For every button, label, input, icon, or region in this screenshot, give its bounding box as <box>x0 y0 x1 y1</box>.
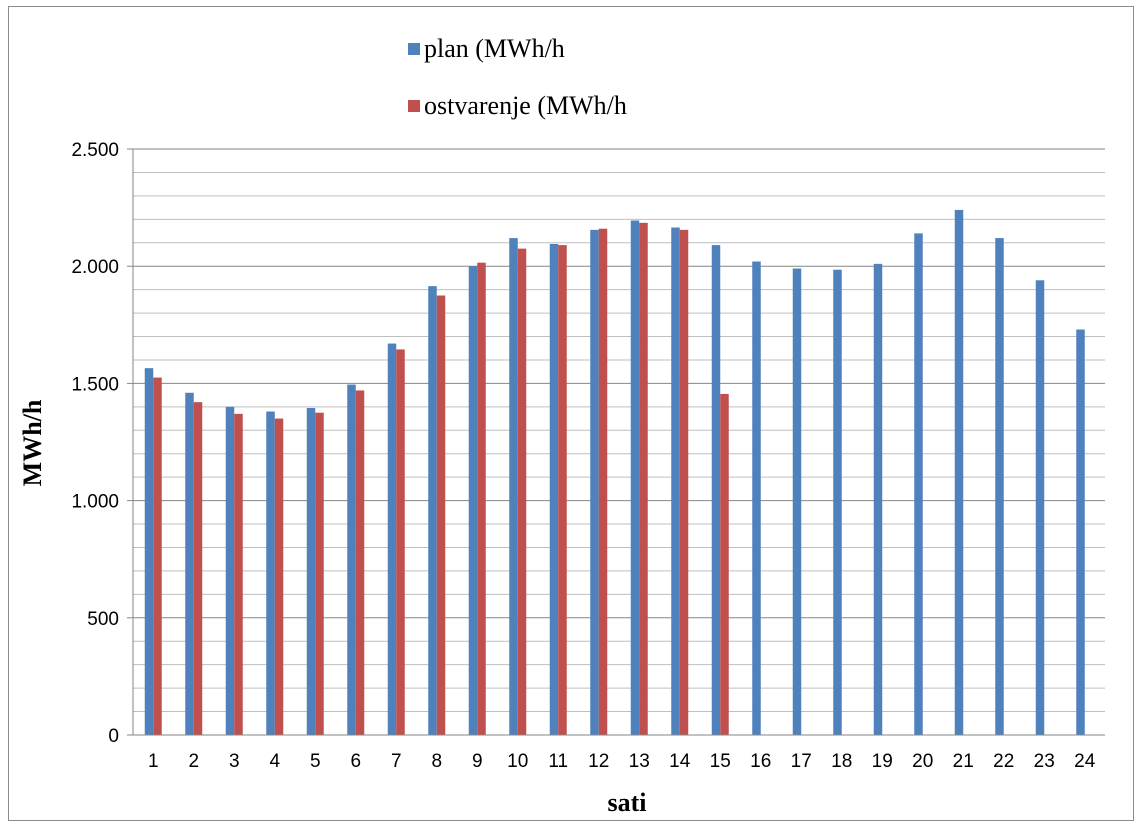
bar-plan-2 <box>185 392 194 735</box>
x-axis-title: sati <box>608 788 647 817</box>
legend-item-plan: plan (MWh/h <box>408 34 565 63</box>
x-tick-label: 3 <box>229 751 240 772</box>
bar-ostvarenje-10 <box>517 248 527 735</box>
bar-ostvarenje-15 <box>720 393 729 735</box>
bar-plan-16 <box>752 261 761 735</box>
bar-ostvarenje-6 <box>355 390 365 735</box>
bar-plan-20 <box>914 233 923 735</box>
y-tick-label: 500 <box>87 609 119 630</box>
x-tick-label: 18 <box>831 751 852 772</box>
axes <box>127 148 1105 736</box>
x-tick-label: 5 <box>310 751 321 772</box>
x-tick-label: 13 <box>629 751 650 772</box>
bar-ostvarenje-11 <box>558 245 567 735</box>
legend-swatch-plan <box>408 43 420 55</box>
bar-ostvarenje-14 <box>679 229 689 736</box>
x-tick-label: 24 <box>1074 751 1096 772</box>
chart-frame: 0 500 1.000 1.500 2.000 2.500 1 2 3 4 5 6 7 8 9 10 11 12 1… <box>8 6 1134 821</box>
x-tick-label: 19 <box>872 751 893 772</box>
bar-plan-11 <box>549 243 559 735</box>
y-tick-label: 2.500 <box>71 140 119 161</box>
bar-ostvarenje-4 <box>274 418 284 735</box>
legend: plan (MWh/h ostvarenje (MWh/h <box>408 34 627 120</box>
legend-swatch-ostvarenje <box>408 100 420 112</box>
x-tick-label: 9 <box>472 751 483 772</box>
x-tick-label: 12 <box>588 751 609 772</box>
bar-plan-15 <box>711 245 721 735</box>
x-tick-label: 14 <box>669 751 691 772</box>
bar-plan-18 <box>833 269 842 735</box>
bar-ostvarenje-2 <box>193 402 203 735</box>
bar-plan-4 <box>266 411 275 735</box>
bars <box>144 209 1085 736</box>
bar-plan-23 <box>1035 280 1045 735</box>
y-tick-label: 1.000 <box>71 492 119 513</box>
bar-plan-14 <box>671 227 680 736</box>
bar-plan-10 <box>509 238 518 735</box>
x-tick-label: 22 <box>993 751 1014 772</box>
bar-ostvarenje-5 <box>315 412 324 735</box>
x-tick-label: 4 <box>269 751 280 772</box>
x-tick-label: 8 <box>431 751 442 772</box>
bar-plan-17 <box>792 268 802 735</box>
x-tick-label: 6 <box>350 751 361 772</box>
bar-ostvarenje-9 <box>477 262 486 735</box>
x-tick-label: 15 <box>710 751 731 772</box>
legend-item-ostvarenje: ostvarenje (MWh/h <box>408 91 627 120</box>
bar-plan-12 <box>590 229 599 736</box>
bar-plan-21 <box>954 209 964 736</box>
x-tick-label: 20 <box>912 751 933 772</box>
x-tick-label: 16 <box>750 751 771 772</box>
bar-ostvarenje-1 <box>153 377 162 735</box>
y-axis-title: MWh/h <box>18 399 47 486</box>
bar-ostvarenje-13 <box>639 222 648 735</box>
bar-plan-22 <box>995 238 1004 735</box>
x-tick-label: 10 <box>507 751 528 772</box>
bar-plan-9 <box>468 266 478 735</box>
bar-ostvarenje-12 <box>598 228 608 736</box>
x-tick-label: 23 <box>1034 751 1055 772</box>
bar-plan-6 <box>347 384 356 735</box>
x-tick-label: 11 <box>548 751 568 772</box>
y-tick-label: 0 <box>108 726 119 747</box>
bar-plan-3 <box>225 406 235 735</box>
x-tick-label: 2 <box>188 751 199 772</box>
x-tick-label: 21 <box>953 751 974 772</box>
bar-plan-7 <box>387 343 397 735</box>
grid-lines <box>133 148 1105 713</box>
bar-plan-13 <box>630 220 640 735</box>
bar-plan-1 <box>144 368 154 735</box>
legend-label-plan: plan (MWh/h <box>424 34 565 63</box>
x-tick-label: 1 <box>148 751 159 772</box>
x-tick-label: 17 <box>791 751 812 772</box>
bar-ostvarenje-7 <box>396 349 405 735</box>
legend-label-ostvarenje: ostvarenje (MWh/h <box>424 91 627 120</box>
y-tick-label: 2.000 <box>71 257 119 278</box>
bar-plan-8 <box>428 286 437 735</box>
bar-plan-24 <box>1076 329 1085 735</box>
bar-plan-5 <box>306 408 316 735</box>
bar-ostvarenje-8 <box>436 295 446 735</box>
bar-ostvarenje-3 <box>234 413 243 735</box>
bar-plan-19 <box>873 263 883 735</box>
x-tick-label: 7 <box>391 751 402 772</box>
y-tick-label: 1.500 <box>71 374 119 395</box>
